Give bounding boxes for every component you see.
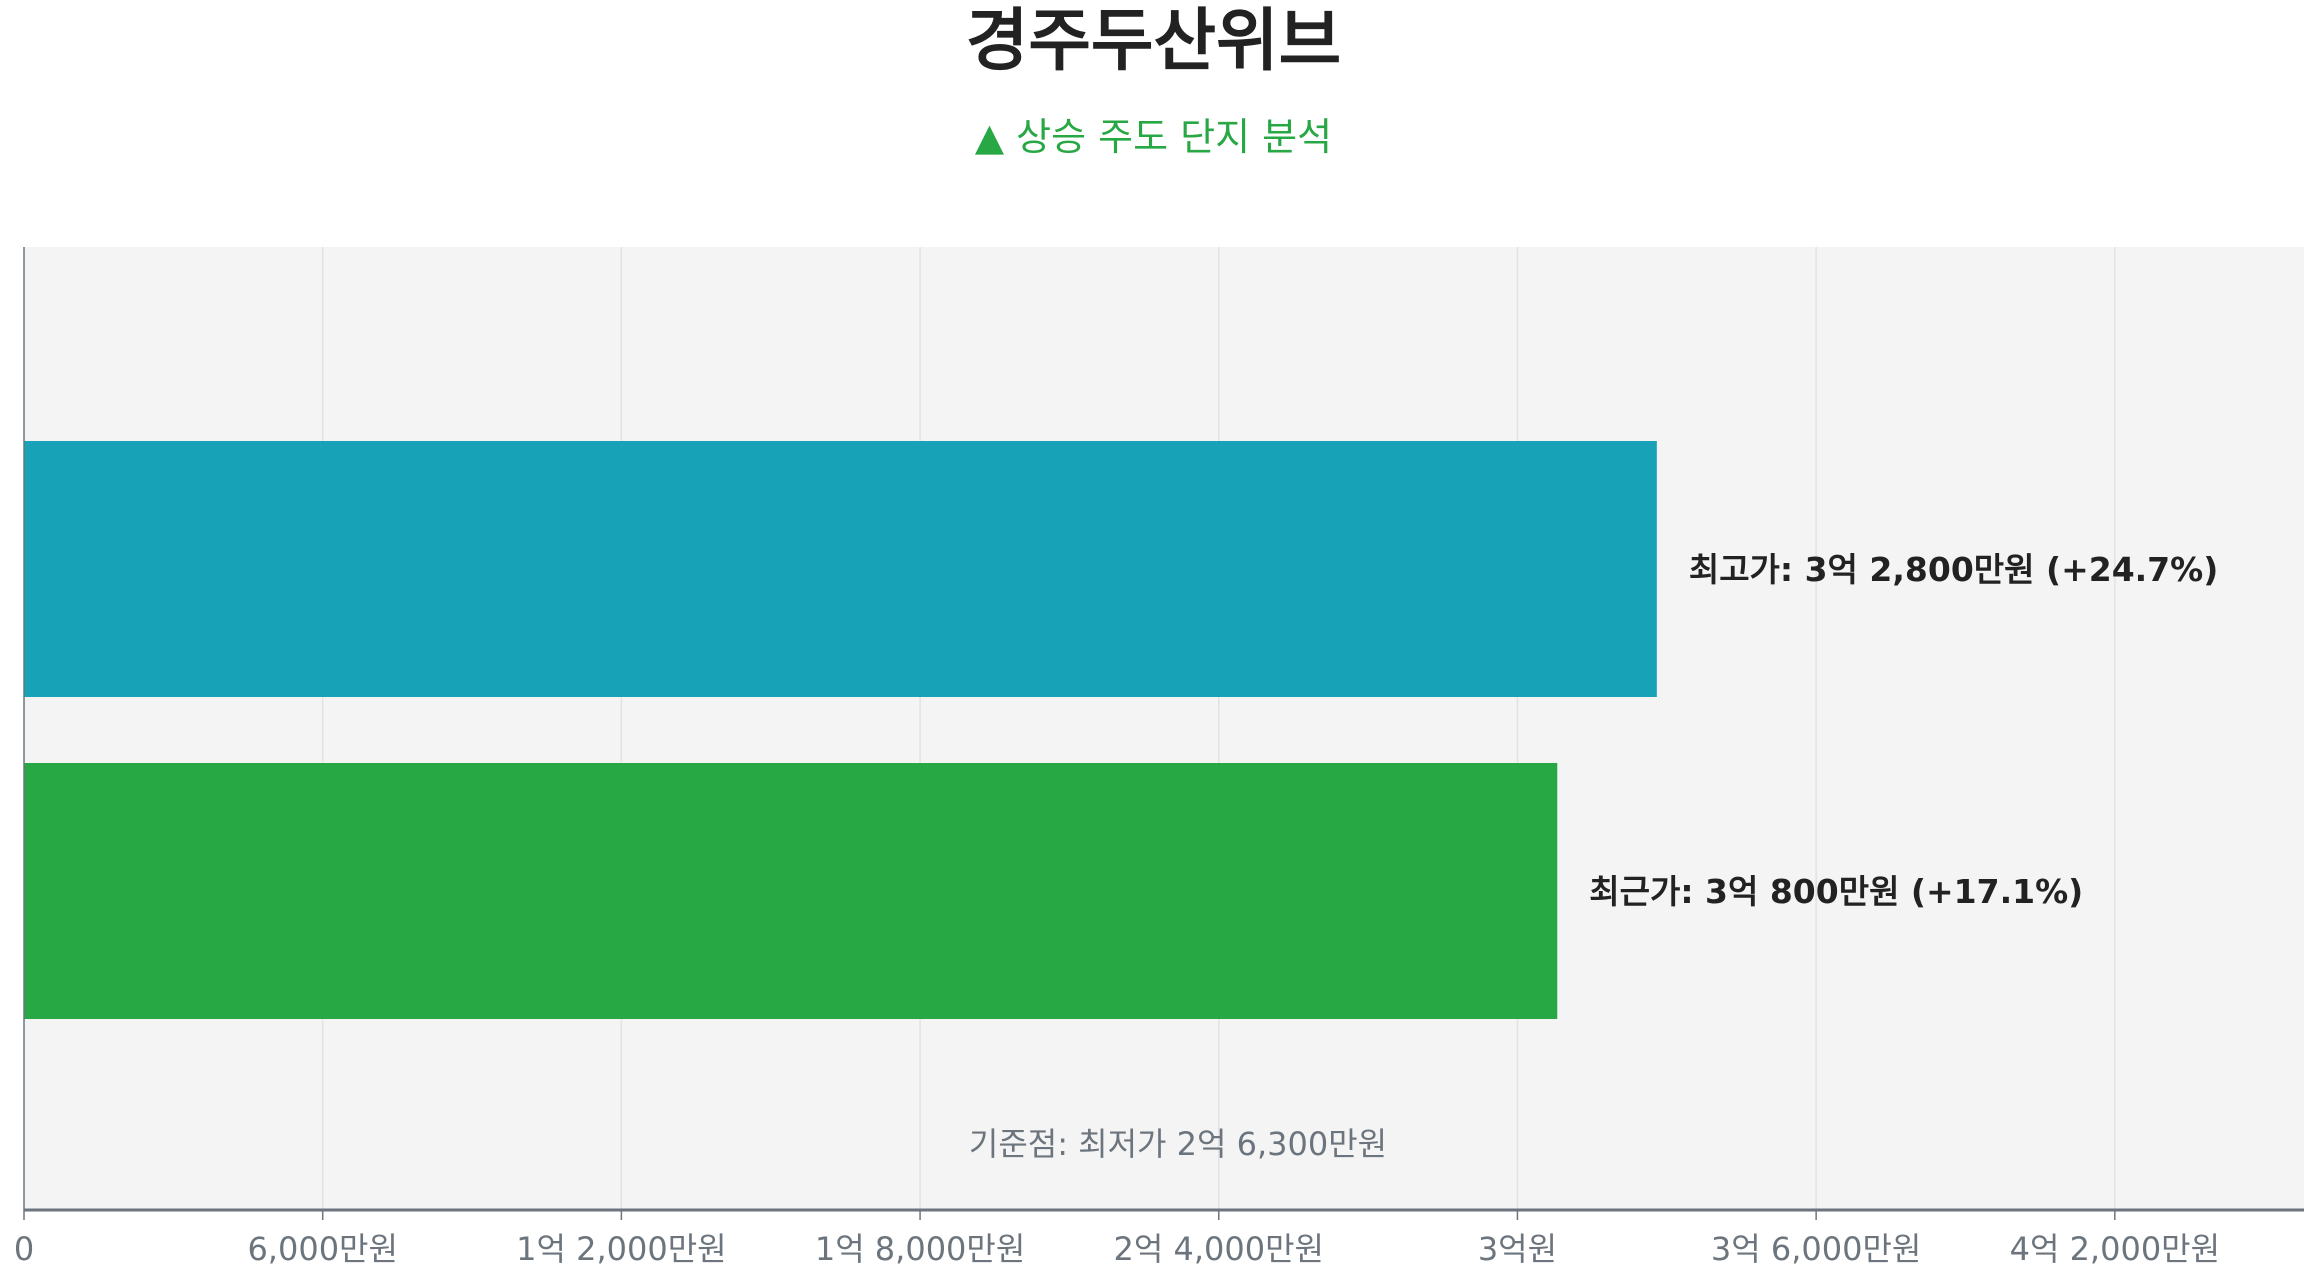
x-tick-label: 3억원 (1478, 1230, 1557, 1268)
x-tick-label: 3억 6,000만원 (1711, 1230, 1921, 1268)
x-tick-label: 0 (14, 1230, 34, 1268)
chart-subtitle: ▲ 상승 주도 단지 분석 (974, 115, 1333, 159)
plot-area (24, 247, 2304, 1210)
x-tick-label: 6,000만원 (247, 1230, 398, 1268)
baseline-annotation: 기준점: 최저가 2억 6,300만원 (969, 1125, 1387, 1163)
bar-최고가 (24, 441, 1657, 697)
bar-최근가 (24, 763, 1558, 1019)
x-tick-label: 1억 2,000만원 (516, 1230, 726, 1268)
x-tick-label: 4억 2,000만원 (2010, 1230, 2220, 1268)
chart-title: 경주두산위브 (965, 2, 1342, 81)
x-tick-label: 2억 4,000만원 (1114, 1230, 1324, 1268)
x-tick-label: 1억 8,000만원 (815, 1230, 1025, 1268)
data-label: 최근가: 3억 800만원 (+17.1%) (1589, 872, 2083, 911)
data-label: 최고가: 3억 2,800만원 (+24.7%) (1689, 550, 2218, 589)
